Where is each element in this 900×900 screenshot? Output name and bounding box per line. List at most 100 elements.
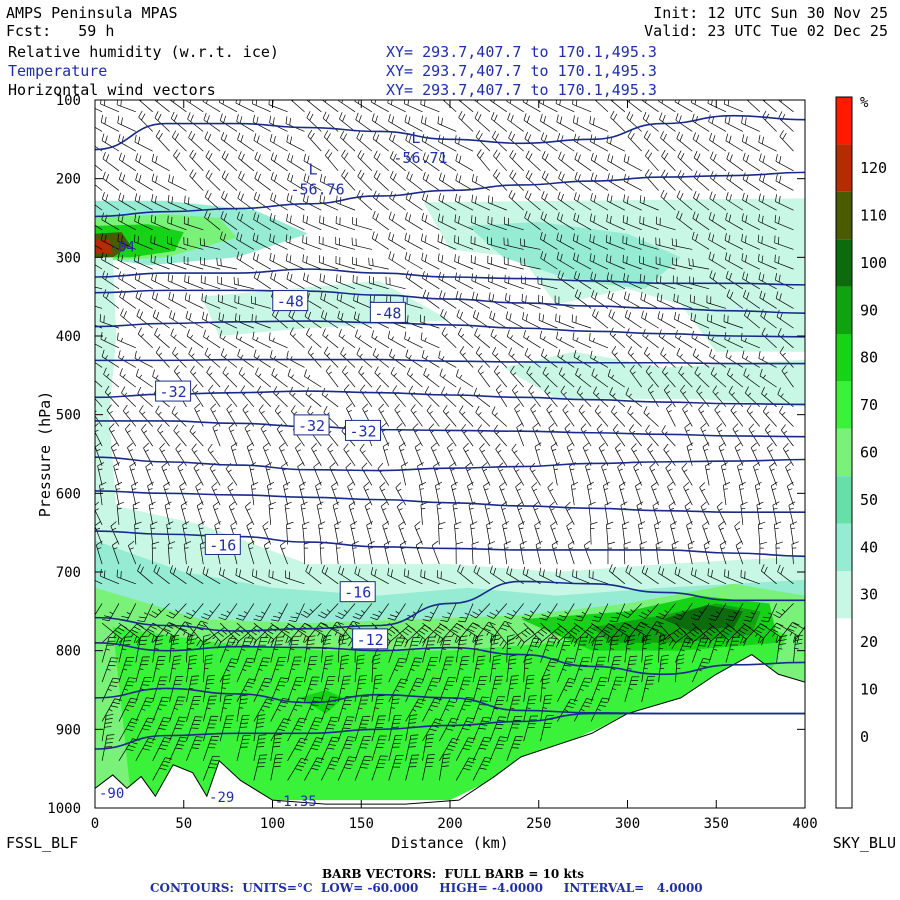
wind-barb-flag: [758, 134, 761, 143]
wind-barb-flag: [220, 132, 225, 140]
wind-barb-flag: [303, 272, 306, 280]
wind-barb-flag: [543, 702, 551, 705]
wind-barb-flag: [761, 136, 764, 145]
wind-barb-flag: [312, 744, 320, 747]
wind-barb-flag: [323, 635, 332, 637]
wind-barb-flag: [206, 568, 209, 576]
wind-barb: [348, 505, 356, 525]
wind-barb-flag: [623, 154, 626, 162]
wind-barb-flag: [409, 173, 413, 181]
wind-barb-flag: [236, 114, 239, 122]
wind-barb-half: [596, 708, 601, 711]
wind-barb: [741, 122, 760, 132]
wind-barb-flag: [690, 312, 693, 321]
wind-barb: [265, 466, 272, 486]
wind-barb-flag: [497, 720, 505, 722]
wind-barb-flag: [493, 365, 499, 372]
wind-barb-flag: [424, 117, 427, 125]
wind-barb-flag: [775, 635, 779, 643]
wind-barb-flag: [210, 403, 217, 410]
wind-barb: [662, 603, 676, 620]
wind-barb-flag: [340, 130, 345, 138]
wind-barb-half: [552, 449, 557, 451]
wind-barb-flag: [221, 170, 226, 178]
wind-barb-flag: [606, 521, 614, 525]
wind-barb-flag: [315, 717, 323, 720]
wind-barb: [95, 305, 103, 309]
wind-barb: [336, 299, 356, 309]
wind-barb-flag: [187, 197, 190, 205]
wind-barb-flag: [414, 442, 422, 448]
wind-barb: [404, 258, 423, 270]
wind-barb-flag: [543, 213, 547, 221]
wind-barb-flag: [775, 272, 777, 281]
wind-barb-half: [655, 527, 660, 530]
wind-barb-flag: [475, 346, 481, 354]
wind-barb-flag: [341, 658, 349, 661]
wind-barb: [236, 658, 248, 683]
wind-barb-flag: [474, 216, 477, 224]
wind-barb-flag: [440, 638, 444, 646]
wind-barb-flag: [662, 114, 666, 122]
wind-barb: [405, 277, 423, 290]
wind-barb: [143, 447, 153, 466]
wind-barb-flag: [542, 678, 550, 681]
wind-barb-flag: [124, 423, 131, 430]
wind-barb: [221, 354, 238, 368]
wind-barb-flag: [162, 696, 170, 699]
wind-barb: [117, 240, 136, 250]
wind-barb-half: [139, 668, 144, 670]
wind-barb: [778, 117, 794, 132]
wind-barb: [138, 100, 153, 113]
wind-barb: [659, 119, 676, 132]
wind-barb-flag: [454, 272, 457, 280]
wind-barb-half: [392, 354, 396, 359]
wind-barb-flag: [287, 153, 290, 161]
wind-barb-flag: [253, 349, 257, 357]
wind-barb: [219, 675, 224, 702]
wind-barb-flag: [308, 100, 310, 102]
wind-barb-flag: [341, 567, 345, 576]
wind-barb-half: [783, 430, 788, 434]
wind-barb-half: [719, 527, 724, 530]
wind-barb: [155, 136, 170, 152]
wind-barb-half: [432, 449, 437, 452]
wind-barb: [247, 544, 255, 565]
wind-barb: [684, 427, 693, 447]
wind-barb-flag: [584, 677, 592, 680]
wind-barb-flag: [811, 634, 813, 641]
wind-barb: [271, 374, 288, 388]
wind-barb-half: [275, 688, 280, 691]
wind-barb: [449, 466, 457, 486]
wind-barb: [428, 428, 440, 447]
wind-barb: [658, 636, 660, 663]
wind-barb-half: [96, 449, 101, 452]
wind-barb-flag: [745, 136, 748, 144]
wind-barb: [663, 390, 676, 407]
wind-barb: [316, 505, 322, 525]
wind-barb-half: [637, 507, 642, 510]
wind-barb-flag: [290, 643, 299, 646]
wind-barb-half: [665, 450, 670, 454]
wind-barb-half: [520, 547, 525, 549]
wind-barb-half: [694, 336, 698, 340]
wind-barb-flag: [643, 642, 651, 645]
wind-barb-flag: [702, 521, 709, 526]
wind-barb: [454, 524, 457, 545]
wind-barb-flag: [245, 501, 251, 508]
wind-barb: [388, 755, 397, 781]
wind-barb-flag: [472, 611, 480, 616]
wind-barb-flag: [480, 724, 488, 726]
wind-barb-flag: [448, 677, 456, 679]
wind-barb: [438, 220, 457, 231]
wind-barb-flag: [504, 621, 512, 625]
wind-barb-half: [225, 372, 229, 377]
wind-barb-flag: [206, 678, 215, 681]
wind-barb-flag: [201, 293, 203, 301]
wind-barb-flag: [685, 638, 693, 640]
wind-barb-flag: [575, 100, 578, 106]
wind-barb-half: [97, 547, 102, 550]
wind-barb: [224, 390, 238, 408]
wind-barb: [513, 467, 524, 486]
wind-barb-half: [194, 636, 199, 640]
